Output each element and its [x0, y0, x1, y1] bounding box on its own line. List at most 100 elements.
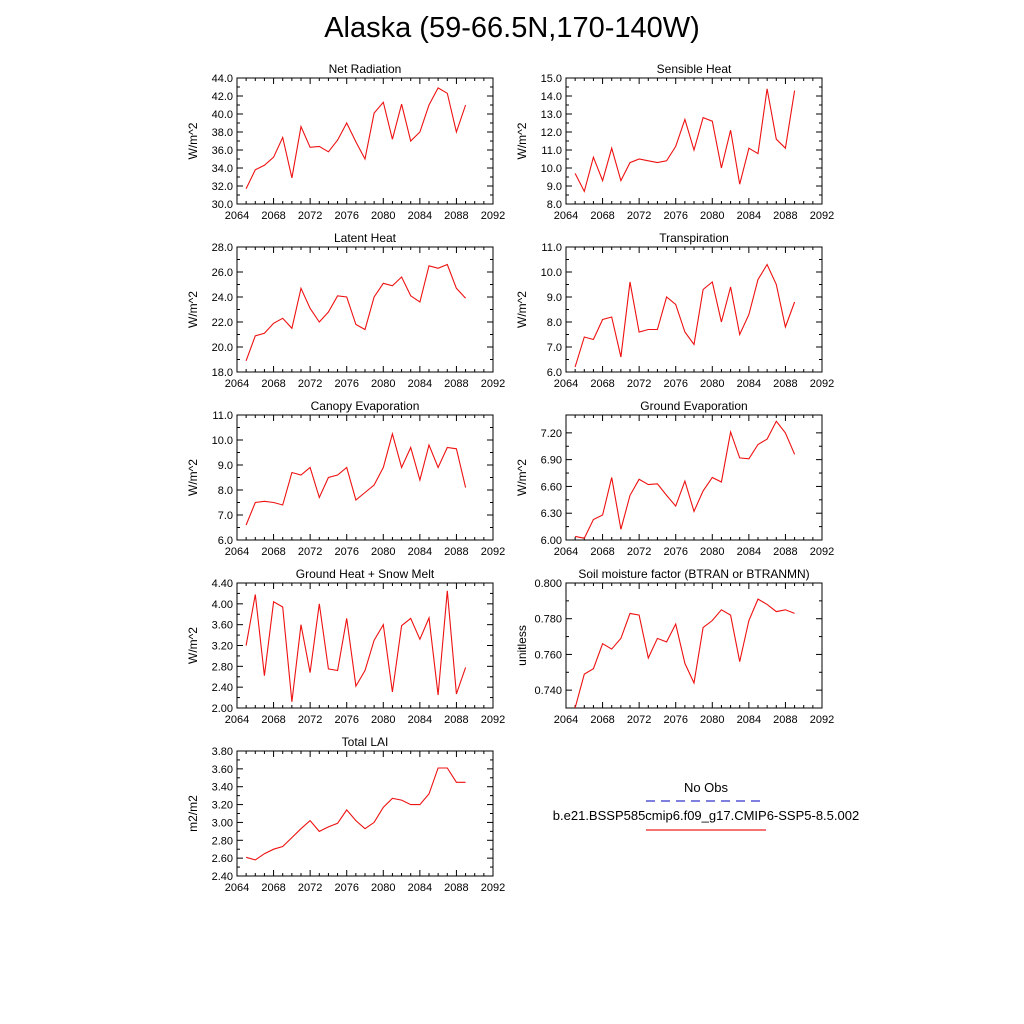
y-tick-label: 44.0 — [212, 73, 233, 85]
y-axis-label: W/m^2 — [515, 459, 529, 496]
series-line — [574, 263, 796, 368]
panel-1: Net Radiation W/m^2 2064 2068 2072 2076 2080 20… — [186, 62, 505, 222]
legend: No Obs b.e21.BSSP585cmip6.f09_g17.CMIP6-S… — [553, 780, 859, 831]
y-tick-label: 12.0 — [541, 127, 562, 139]
y-tick-label: 38.0 — [212, 127, 233, 139]
x-tick-label: 2084 — [408, 882, 432, 894]
plot-frame — [565, 582, 823, 709]
panel-7: Ground Heat + Snow Melt W/m^2 2064 2068 2072… — [186, 567, 505, 726]
x-tick-label: 2080 — [700, 714, 724, 726]
x-tick-label: 2064 — [225, 882, 249, 894]
x-tick-label: 2080 — [371, 714, 395, 726]
figure-title: Alaska (59-66.5N,170-140W) — [324, 12, 700, 44]
x-tick-label: 2072 — [298, 546, 322, 558]
y-axis-label: W/m^2 — [515, 291, 529, 328]
y-tick-label: 10.0 — [541, 163, 562, 175]
y-tick-label: 0.740 — [534, 685, 562, 697]
y-tick-label: 11.0 — [541, 242, 562, 254]
y-tick-label: 2.40 — [212, 682, 233, 694]
y-tick-label: 9.0 — [547, 181, 562, 193]
x-tick-label: 2076 — [334, 882, 358, 894]
y-tick-label: 3.60 — [212, 764, 233, 776]
x-tick-label: 2088 — [773, 546, 797, 558]
panel-title: Latent Heat — [334, 231, 397, 245]
x-tick-label: 2076 — [334, 546, 358, 558]
x-tick-label: 2088 — [444, 546, 468, 558]
x-tick-label: 2084 — [737, 714, 761, 726]
y-axis-label: W/m^2 — [186, 459, 200, 496]
y-tick-label: 8.0 — [547, 317, 562, 329]
y-tick-label: 18.0 — [212, 367, 233, 379]
x-tick-label: 2068 — [261, 210, 285, 222]
y-axis-label: W/m^2 — [186, 291, 200, 328]
y-tick-label: 6.60 — [541, 481, 562, 493]
plot-frame — [565, 246, 823, 373]
x-tick-label: 2064 — [225, 378, 249, 390]
x-tick-label: 2088 — [773, 714, 797, 726]
x-tick-label: 2064 — [554, 714, 578, 726]
x-tick-label: 2092 — [481, 378, 505, 390]
x-tick-label: 2076 — [663, 378, 687, 390]
y-tick-label: 3.20 — [212, 800, 233, 812]
plot-frame — [236, 246, 494, 373]
x-tick-label: 2068 — [261, 714, 285, 726]
y-tick-label: 8.0 — [218, 485, 233, 497]
panel-9: Total LAI m2/m2 2064 2068 2072 2076 2080 2084 20… — [186, 735, 505, 894]
y-tick-label: 8.0 — [547, 199, 562, 211]
y-tick-label: 2.00 — [212, 703, 233, 715]
x-tick-label: 2072 — [298, 714, 322, 726]
x-tick-label: 2084 — [408, 210, 432, 222]
y-tick-label: 6.0 — [547, 367, 562, 379]
x-tick-label: 2088 — [773, 378, 797, 390]
x-tick-label: 2080 — [700, 378, 724, 390]
x-tick-label: 2084 — [737, 210, 761, 222]
series-line — [574, 598, 795, 708]
y-tick-label: 7.20 — [541, 428, 562, 440]
x-tick-label: 2084 — [408, 378, 432, 390]
x-tick-label: 2072 — [627, 210, 651, 222]
y-tick-label: 4.00 — [212, 599, 233, 611]
x-tick-label: 2092 — [481, 882, 505, 894]
series-line — [245, 87, 467, 189]
y-tick-label: 6.30 — [541, 508, 562, 520]
y-tick-label: 6.00 — [541, 535, 562, 547]
panel-3: Latent Heat W/m^2 2064 2068 2072 2076 2080 2084… — [186, 231, 505, 390]
x-tick-label: 2064 — [225, 714, 249, 726]
x-tick-label: 2080 — [700, 210, 724, 222]
plot-frame — [236, 750, 494, 877]
y-tick-label: 3.60 — [212, 620, 233, 632]
y-tick-label: 42.0 — [212, 91, 233, 103]
panel-title: Canopy Evaporation — [311, 399, 420, 413]
y-tick-label: 3.80 — [212, 746, 233, 758]
y-tick-label: 40.0 — [212, 109, 233, 121]
x-tick-label: 2080 — [371, 210, 395, 222]
y-tick-label: 28.0 — [212, 242, 233, 254]
x-tick-label: 2088 — [444, 378, 468, 390]
x-tick-label: 2092 — [481, 210, 505, 222]
x-tick-label: 2072 — [298, 210, 322, 222]
panel-6: Ground Evaporation W/m^2 2064 2068 2072 2076 2… — [515, 399, 834, 558]
y-tick-label: 7.0 — [547, 342, 562, 354]
panel-4: Transpiration W/m^2 2064 2068 2072 2076 2080 20… — [515, 231, 834, 390]
y-axis-label: unitless — [515, 625, 529, 666]
y-tick-label: 9.0 — [547, 292, 562, 304]
y-axis-label: W/m^2 — [186, 122, 200, 159]
plot-frame — [236, 414, 494, 541]
y-tick-label: 34.0 — [212, 163, 233, 175]
x-tick-label: 2084 — [737, 546, 761, 558]
y-tick-label: 24.0 — [212, 292, 233, 304]
x-tick-label: 2088 — [444, 210, 468, 222]
panel-title: Total LAI — [342, 735, 389, 749]
y-tick-label: 2.80 — [212, 835, 233, 847]
x-tick-label: 2064 — [554, 546, 578, 558]
x-tick-label: 2076 — [663, 546, 687, 558]
x-tick-label: 2068 — [261, 546, 285, 558]
x-tick-label: 2084 — [408, 714, 432, 726]
panel-5: Canopy Evaporation W/m^2 2064 2068 2072 2076 2… — [186, 399, 505, 558]
y-tick-label: 2.80 — [212, 661, 233, 673]
x-tick-label: 2076 — [334, 210, 358, 222]
x-tick-label: 2072 — [627, 714, 651, 726]
x-tick-label: 2084 — [737, 378, 761, 390]
plot-frame — [565, 77, 823, 205]
